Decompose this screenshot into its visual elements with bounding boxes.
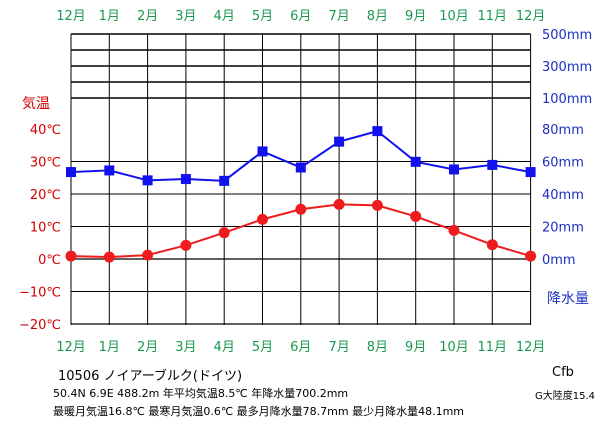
precipitation-tick-label: 100mm — [542, 92, 592, 107]
month-label-bottom: 8月 — [367, 340, 388, 355]
temperature-tick-label: 30℃ — [30, 156, 61, 171]
chart-grid — [70, 33, 532, 325]
station-name: 10506 ノイアーブルク(ドイツ) — [58, 369, 243, 384]
temperature-point — [410, 210, 422, 222]
koppen-classification: Cfb — [552, 365, 574, 380]
precipitation-tick-label: 60mm — [542, 156, 584, 171]
month-label-bottom: 1月 — [99, 340, 120, 355]
precipitation-tick-label: 20mm — [542, 221, 584, 236]
temperature-point — [103, 251, 115, 263]
temperature-tick-label: −10℃ — [19, 286, 61, 301]
temperature-point — [371, 199, 383, 211]
month-label-bottom: 12月 — [56, 340, 86, 355]
month-label-top: 8月 — [367, 9, 388, 24]
precipitation-point — [449, 164, 459, 175]
temperature-point — [295, 203, 307, 215]
month-label-top: 9月 — [405, 9, 426, 24]
month-label-bottom: 11月 — [478, 340, 508, 355]
month-label-top: 12月 — [516, 9, 546, 24]
temperature-point — [448, 224, 460, 236]
precipitation-point — [180, 174, 191, 185]
month-labels-top: 12月 1月 2月 3月 4月 5月 6月 7月 8月 9月 10月 11月 12月 — [56, 9, 545, 24]
temperature-point — [257, 213, 268, 225]
precipitation-point — [104, 165, 115, 176]
precipitation-tick-label: 80mm — [542, 123, 584, 138]
month-label-bottom: 10月 — [439, 340, 469, 355]
month-label-bottom: 12月 — [516, 340, 546, 355]
precipitation-point — [295, 162, 306, 173]
month-label-top: 3月 — [175, 9, 196, 24]
temperature-axis-label: 気温 — [22, 96, 50, 112]
precipitation-point — [66, 167, 76, 178]
precipitation-point — [372, 126, 383, 137]
precipitation-point — [410, 156, 421, 167]
precipitation-tick-label: 300mm — [542, 60, 592, 75]
precipitation-tick-label: 0mm — [542, 253, 576, 268]
temperature-point — [525, 250, 537, 262]
precipitation-tick-label: 500mm — [542, 28, 592, 43]
month-labels-bottom: 12月 1月 2月 3月 4月 5月 6月 7月 8月 9月 10月 11月 12月 — [56, 340, 545, 355]
month-label-bottom: 7月 — [328, 340, 349, 355]
precipitation-point — [257, 146, 268, 157]
temperature-tick-label: 10℃ — [30, 221, 61, 236]
precipitation-point — [525, 167, 536, 178]
precipitation-series — [66, 126, 536, 186]
temperature-tick-label: 20℃ — [30, 188, 61, 203]
month-label-bottom: 5月 — [252, 340, 273, 355]
month-label-bottom: 9月 — [405, 340, 426, 355]
temperature-tick-label: −20℃ — [19, 318, 61, 333]
month-label-top: 7月 — [328, 9, 349, 24]
temperature-point — [333, 198, 345, 210]
month-label-top: 6月 — [290, 9, 311, 24]
month-label-top: 2月 — [137, 9, 158, 24]
month-label-top: 11月 — [478, 9, 508, 24]
temperature-point — [486, 239, 498, 251]
temperature-tick-label: 0℃ — [38, 253, 61, 268]
month-label-bottom: 4月 — [214, 340, 235, 355]
temperature-point — [142, 249, 154, 261]
month-label-top: 12月 — [56, 9, 86, 24]
temperature-axis-ticks: 40℃ 30℃ 20℃ 10℃ 0℃ −10℃ −20℃ — [19, 123, 61, 333]
month-label-bottom: 6月 — [290, 340, 311, 355]
precipitation-axis-ticks: 500mm 300mm 100mm 80mm 60mm 40mm 20mm 0mm — [542, 28, 592, 268]
temperature-point — [218, 227, 230, 239]
precipitation-axis-label: 降水量 — [547, 291, 589, 307]
temperature-point — [65, 250, 77, 262]
month-label-top: 10月 — [439, 9, 469, 24]
precipitation-point — [142, 175, 153, 186]
precipitation-point — [219, 175, 230, 186]
month-label-bottom: 3月 — [175, 340, 196, 355]
precipitation-tick-label: 40mm — [542, 188, 584, 203]
continentality-index: G大陸度15.4 — [535, 391, 596, 402]
month-label-bottom: 2月 — [137, 340, 158, 355]
month-label-top: 5月 — [252, 9, 273, 24]
station-summary-line1: 50.4N 6.9E 488.2m 年平均気温8.5℃ 年降水量700.2mm — [53, 387, 349, 400]
month-label-top: 4月 — [214, 9, 235, 24]
station-summary-line2: 最暖月気温16.8℃ 最寒月気温0.6℃ 最多月降水量78.7mm 最少月降水量… — [53, 405, 465, 418]
temperature-tick-label: 40℃ — [30, 123, 61, 138]
month-label-top: 1月 — [99, 9, 120, 24]
precipitation-point — [487, 159, 498, 170]
temperature-point — [180, 239, 192, 251]
temperature-series — [65, 198, 537, 263]
precipitation-point — [334, 136, 345, 147]
